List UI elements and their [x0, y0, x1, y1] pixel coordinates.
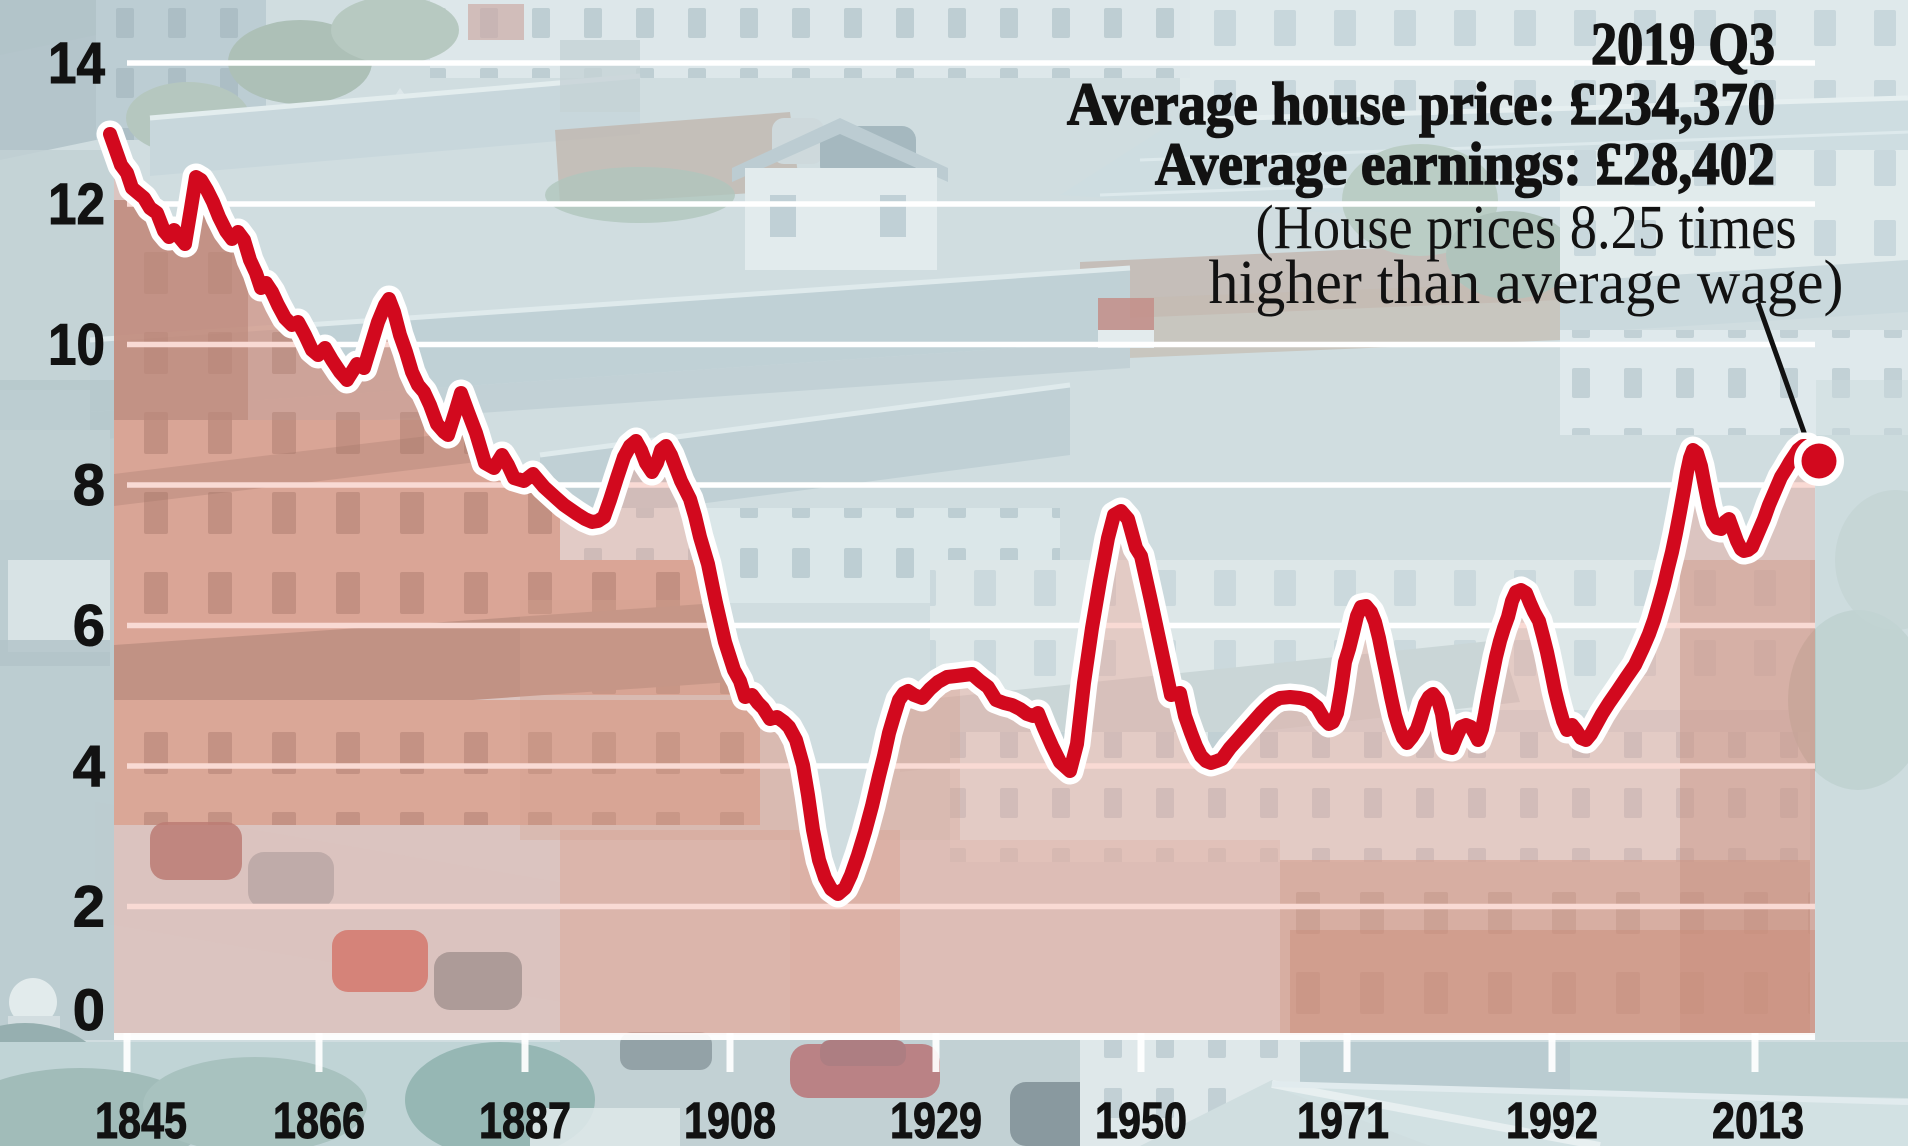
svg-text:2019 Q3: 2019 Q3	[1591, 11, 1775, 77]
svg-text:Average house price: £234,370: Average house price: £234,370	[1067, 71, 1775, 137]
svg-text:6: 6	[73, 594, 105, 659]
svg-text:2013: 2013	[1712, 1092, 1804, 1146]
svg-text:4: 4	[73, 734, 105, 799]
svg-text:1992: 1992	[1506, 1092, 1598, 1146]
svg-text:higher than average wage): higher than average wage)	[1209, 249, 1844, 317]
svg-text:2: 2	[73, 875, 105, 940]
svg-text:1845: 1845	[95, 1092, 187, 1146]
svg-text:12: 12	[48, 172, 105, 237]
svg-text:1866: 1866	[273, 1092, 365, 1146]
svg-text:10: 10	[48, 313, 105, 378]
svg-text:8: 8	[73, 453, 105, 518]
svg-text:1908: 1908	[684, 1092, 776, 1146]
svg-text:(House prices 8.25 times: (House prices 8.25 times	[1256, 194, 1797, 262]
svg-text:Average earnings: £28,402: Average earnings: £28,402	[1155, 131, 1775, 197]
svg-text:1971: 1971	[1297, 1092, 1389, 1146]
svg-text:14: 14	[48, 31, 105, 96]
svg-text:1887: 1887	[479, 1092, 571, 1146]
svg-text:0: 0	[73, 978, 105, 1043]
svg-text:1950: 1950	[1095, 1092, 1187, 1146]
svg-text:1929: 1929	[890, 1092, 982, 1146]
